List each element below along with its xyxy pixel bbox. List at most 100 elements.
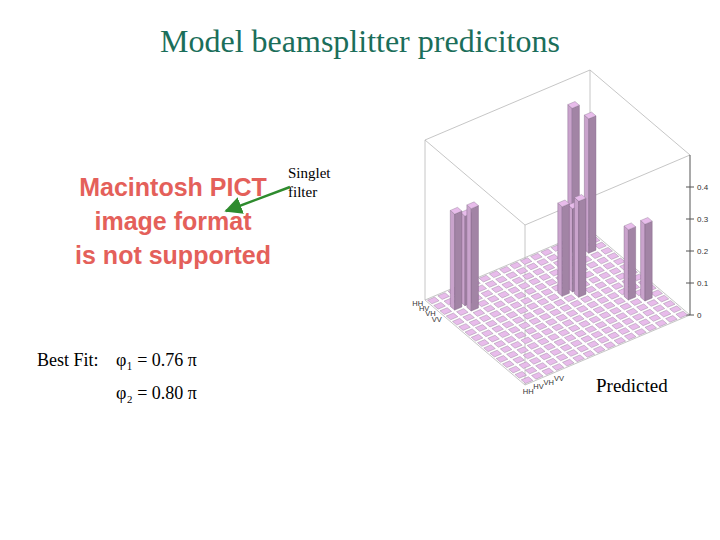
frame-edge xyxy=(590,70,690,155)
bar xyxy=(457,309,469,316)
bar xyxy=(626,308,638,315)
bar-top xyxy=(562,320,574,327)
bar xyxy=(502,321,514,328)
bar xyxy=(577,306,589,313)
bar-top xyxy=(517,347,529,354)
bar-face xyxy=(579,198,586,297)
column-label: HH xyxy=(523,387,534,396)
bar xyxy=(536,363,548,370)
bar xyxy=(510,302,522,309)
bar-top xyxy=(643,309,655,316)
bar-top xyxy=(607,292,619,299)
bar-top xyxy=(523,312,535,319)
bar-top xyxy=(463,314,475,321)
bar xyxy=(587,261,599,268)
bar xyxy=(465,329,477,336)
bar xyxy=(613,258,625,265)
plot-frame: 00.10.20.30.4 xyxy=(425,70,709,385)
bar xyxy=(502,281,514,288)
bar-face xyxy=(455,211,462,310)
bar-top xyxy=(552,364,564,371)
bar xyxy=(597,257,609,264)
bar xyxy=(438,293,450,300)
bar xyxy=(486,320,498,327)
bar xyxy=(521,337,533,344)
column-label: HV xyxy=(533,382,543,391)
bar-top xyxy=(440,308,452,315)
bar xyxy=(603,302,615,309)
bar-top xyxy=(450,207,462,214)
bar xyxy=(522,273,534,280)
bar-top xyxy=(496,356,508,363)
bar xyxy=(507,351,519,358)
bar-top xyxy=(546,319,558,326)
bar xyxy=(595,282,607,289)
bar xyxy=(651,290,663,297)
bar-top xyxy=(571,340,583,347)
bar-top xyxy=(581,296,593,303)
bar-top xyxy=(635,329,647,336)
bar-top xyxy=(612,322,624,329)
bar-top xyxy=(490,350,502,357)
bar-top xyxy=(492,286,504,293)
bar xyxy=(483,305,495,312)
bar xyxy=(571,340,583,347)
bar-top xyxy=(537,259,549,266)
bar-face xyxy=(624,226,628,300)
bar-top xyxy=(562,359,574,366)
bar-top xyxy=(577,345,589,352)
bar-top xyxy=(529,278,541,285)
bar xyxy=(604,342,616,349)
bar xyxy=(510,262,522,269)
bar xyxy=(463,314,475,321)
bar xyxy=(517,307,529,314)
bar xyxy=(550,349,562,356)
bar-top xyxy=(529,318,541,325)
bar-top xyxy=(504,296,516,303)
bar xyxy=(567,350,579,357)
bar xyxy=(537,338,549,345)
bar xyxy=(558,200,570,296)
bar-top xyxy=(479,315,491,322)
bar-top xyxy=(568,325,580,332)
bar xyxy=(601,287,613,294)
bar xyxy=(543,304,555,311)
bar xyxy=(492,326,504,333)
bar-top xyxy=(585,326,597,333)
bar-top xyxy=(566,310,578,317)
bar xyxy=(494,341,506,348)
bar xyxy=(554,299,566,306)
bar-top xyxy=(653,305,665,312)
bar-top xyxy=(624,333,636,340)
bar xyxy=(520,258,532,265)
bar xyxy=(564,295,576,302)
bar xyxy=(544,343,556,350)
bar xyxy=(512,277,524,284)
bar xyxy=(487,296,499,303)
bar xyxy=(477,300,489,307)
bar-top xyxy=(595,242,607,249)
bar-top xyxy=(479,275,491,282)
bar-top xyxy=(560,305,572,312)
bar xyxy=(533,268,545,275)
bar xyxy=(593,306,605,313)
bar-top xyxy=(597,257,609,264)
bar-top xyxy=(537,298,549,305)
bar-top xyxy=(452,318,464,325)
bar-top xyxy=(519,362,531,369)
bar xyxy=(502,361,514,368)
bar xyxy=(572,315,584,322)
bar-top xyxy=(475,325,487,332)
bar-top xyxy=(591,291,603,298)
bar-top xyxy=(645,324,657,331)
tick xyxy=(686,219,694,220)
bar xyxy=(585,326,597,333)
bar xyxy=(550,309,562,316)
bar xyxy=(612,283,624,290)
bar-top xyxy=(570,300,582,307)
bar xyxy=(518,282,530,289)
bar xyxy=(574,195,586,298)
bar xyxy=(521,377,533,384)
bar xyxy=(624,223,636,300)
bar-top xyxy=(676,311,688,318)
